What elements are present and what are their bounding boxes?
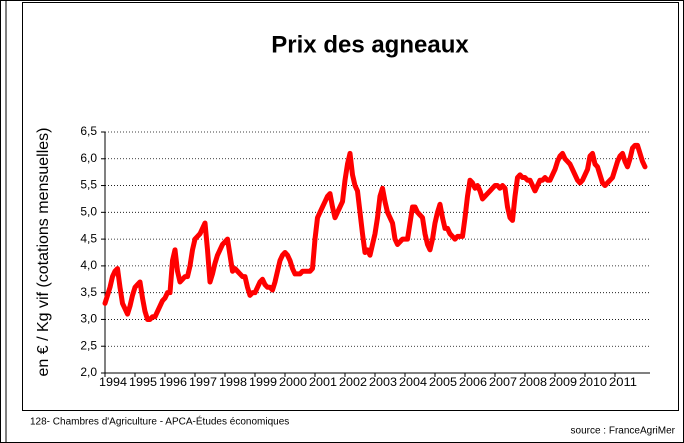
x-tick-label: 2000: [279, 375, 307, 389]
x-tick-label: 2001: [309, 375, 337, 389]
x-tick-label: 2008: [519, 375, 547, 389]
x-tick-label: 2006: [459, 375, 487, 389]
x-tick-label: 1999: [249, 375, 277, 389]
y-tick-label: 3,5: [80, 285, 97, 299]
y-tick-label: 5,5: [80, 178, 97, 192]
y-tick-label: 6,0: [80, 151, 97, 165]
x-tick-label: 2009: [549, 375, 577, 389]
x-tick-label: 2002: [339, 375, 367, 389]
x-tick-label: 1997: [189, 375, 217, 389]
x-tick-label: 2003: [369, 375, 397, 389]
x-tick-label: 2007: [489, 375, 517, 389]
x-tick-label: 1998: [219, 375, 247, 389]
y-tick-label: 4,0: [80, 258, 97, 272]
footer-left: 128- Chambres d'Agriculture - APCA-Étude…: [30, 415, 289, 428]
x-tick-label: 2005: [429, 375, 457, 389]
y-tick-label: 4,5: [80, 231, 97, 245]
y-tick-label: 5,0: [80, 205, 97, 219]
y-tick-label: 6,5: [80, 124, 97, 138]
chart-frame: [22, 2, 679, 411]
x-tick-label: 1994: [99, 375, 127, 389]
y-tick-label: 3,0: [80, 312, 97, 326]
y-tick-label: 2,0: [80, 365, 97, 379]
line-series: [102, 142, 648, 322]
footer-right: source : FranceAgriMer: [571, 426, 676, 437]
x-tick-label: 1995: [129, 375, 157, 389]
y-tick-label: 2,5: [80, 338, 97, 352]
x-tick-label: 2004: [399, 375, 427, 389]
x-tick-label: 2010: [579, 375, 607, 389]
x-tick-label: 2011: [609, 375, 637, 389]
x-tick-label: 1996: [159, 375, 187, 389]
y-axis-label: en € / Kg vif (cotations mensuelles): [35, 127, 52, 376]
chart-title: Prix des agneaux: [271, 31, 469, 58]
